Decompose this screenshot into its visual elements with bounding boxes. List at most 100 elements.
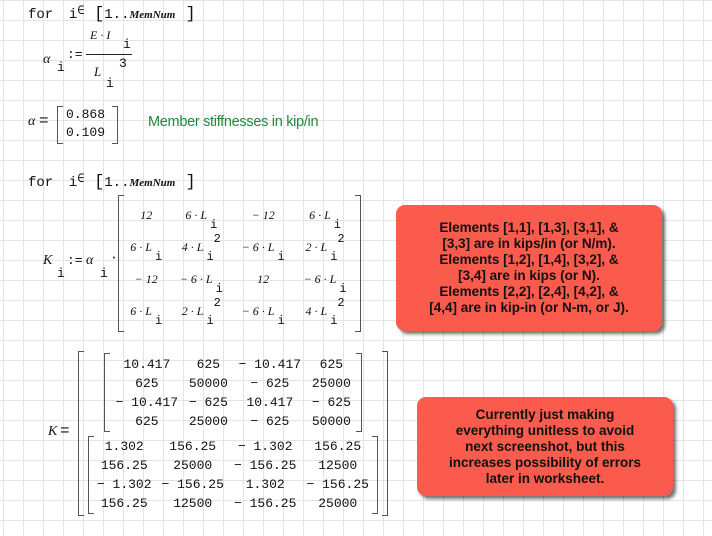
note-line: increases possibility of errors xyxy=(448,454,642,470)
cell-expression: 6 · L xyxy=(309,208,331,222)
matrix-cell: − 6 · Li xyxy=(294,263,356,296)
unitless-note[interactable]: Currently just making everything unitless… xyxy=(417,397,673,496)
k-nested-matrix: 10.417 625 − 10.417 625 625 50000 − 625 25000 − … xyxy=(78,351,388,516)
cell-expression: − 12 xyxy=(251,208,275,222)
cell-subscript: i xyxy=(330,250,338,264)
cell-expression: 2 · L xyxy=(305,240,328,254)
matrix-value: 156.25 xyxy=(169,439,217,454)
range-end: MemNum xyxy=(129,177,176,189)
matrix-row: 156.25 25000 − 156.25 12500 xyxy=(92,456,374,475)
k-symbol: K xyxy=(43,253,53,268)
for-keyword: for xyxy=(28,7,54,23)
note-line: Elements [2,2], [2,4], [4,2], & xyxy=(439,284,619,299)
note-line: later in worksheet. xyxy=(485,470,605,486)
matrix-value: 12500 xyxy=(173,496,213,511)
cell-expression: 2 · L xyxy=(181,304,204,318)
matrix-row: − 1.302 − 156.25 1.302 − 156.25 xyxy=(92,475,374,494)
cell-expression: − 12 xyxy=(134,272,158,286)
matrix-cell: 4 · Li 2 xyxy=(294,295,356,328)
cell-expression: 4 · L xyxy=(305,304,328,318)
cell-subscript: i xyxy=(206,314,214,328)
matrix-cell: 12 xyxy=(122,199,170,231)
numerator-subscript: i xyxy=(123,37,131,52)
matrix-value: − 156.25 xyxy=(161,477,224,492)
matrix-value: − 625 xyxy=(250,376,290,391)
cell-exponent: 2 xyxy=(337,296,345,310)
alpha-symbol: α xyxy=(86,253,94,268)
alpha-value: 0.109 xyxy=(66,125,106,140)
alpha-symbol: α xyxy=(43,52,51,67)
element-of-symbol: ∈ xyxy=(77,172,85,186)
cell-subscript: i xyxy=(154,314,163,328)
cell-subscript: i xyxy=(339,282,347,296)
cell-subscript: i xyxy=(154,250,163,264)
matrix-value: 25000 xyxy=(188,414,228,429)
cell-subscript: i xyxy=(330,314,338,328)
matrix-value: 25000 xyxy=(173,458,213,473)
comment-text: Member stiffnesses in kip/in xyxy=(148,114,319,130)
note-line: [3,4] are in kips (or N). xyxy=(458,268,600,283)
cell-expression: 6 · L xyxy=(130,304,152,318)
matrix-row: 156.25 12500 − 156.25 25000 xyxy=(92,494,374,513)
note-line: [4,4] are in kip-in (or N-m, or J). xyxy=(429,300,629,315)
equals-sign: = xyxy=(39,112,49,130)
matrix-cell: 6 · Li xyxy=(170,199,232,232)
matrix-value: − 156.25 xyxy=(233,458,297,473)
matrix-value: 50000 xyxy=(311,414,351,429)
alpha-subscript: i xyxy=(57,60,65,75)
matrix-value: 1.302 xyxy=(245,477,285,492)
cell-subscript: i xyxy=(210,218,218,232)
cell-subscript: i xyxy=(333,218,341,232)
cell-expression: 4 · L xyxy=(181,240,204,254)
matrix-value: 50000 xyxy=(188,376,228,391)
alpha-vector: 0.868 0.109 xyxy=(57,106,118,144)
cell-expression: 6 · L xyxy=(130,240,152,254)
for-keyword: for xyxy=(28,175,54,191)
matrix-value: − 625 xyxy=(250,414,290,429)
denominator-exponent: 3 xyxy=(119,56,127,71)
fraction-bar xyxy=(86,54,132,55)
cell-subscript: i xyxy=(277,250,285,264)
matrix-row: 625 25000 − 625 50000 xyxy=(110,412,356,431)
matrix-value: 156.25 xyxy=(100,458,148,473)
matrix-value: 25000 xyxy=(311,376,351,391)
range-start: 1.. xyxy=(104,7,130,23)
loop-variable: i xyxy=(68,7,78,23)
units-note[interactable]: Elements [1,1], [1,3], [3,1], & [3,3] are… xyxy=(396,205,662,331)
alpha-symbol: α xyxy=(28,114,36,129)
range-start: 1.. xyxy=(104,175,130,191)
assign-operator: := xyxy=(67,253,83,268)
cell-exponent: 2 xyxy=(337,232,345,246)
note-line: Elements [1,1], [1,3], [3,1], & xyxy=(439,220,619,235)
matrix-value: − 1.302 xyxy=(237,439,293,454)
cell-expression: − 6 · L xyxy=(241,304,275,318)
cell-expression: − 6 · L xyxy=(179,272,213,286)
k-matrix-member-1: 10.417 625 − 10.417 625 625 50000 − 625 25000 − … xyxy=(104,353,362,432)
matrix-cell: − 12 xyxy=(122,263,170,295)
note-line: everything unitless to avoid xyxy=(455,422,635,438)
matrix-value: 25000 xyxy=(318,496,358,511)
matrix-row: 12 6 · Li − 12 6 · Li xyxy=(122,199,356,232)
for-loop-header-2[interactable]: for i∈ [1..MemNum ] xyxy=(28,172,196,192)
matrix-value: − 10.417 xyxy=(115,395,179,410)
alpha-subscript: i xyxy=(100,266,108,281)
matrix-cell: − 6 · Li xyxy=(232,295,294,328)
matrix-row: − 12− 6 · Li 12− 6 · Li xyxy=(122,263,356,296)
note-line: Elements [1,2], [1,4], [3,2], & xyxy=(439,252,619,267)
matrix-row: 1.302 156.25 − 1.302 156.25 xyxy=(92,437,374,456)
matrix-cell: − 6 · Li xyxy=(170,263,232,296)
matrix-cell: 6 · Li xyxy=(122,295,170,328)
multiply-dot: · xyxy=(110,250,118,265)
matrix-value: − 10.417 xyxy=(238,357,302,372)
matrix-cell: 6 · Li xyxy=(122,231,170,264)
matrix-value: 12500 xyxy=(318,458,358,473)
matrix-row: 6 · Li 2 · Li2− 6 · Li 4 · Li2 xyxy=(122,295,356,328)
matrix-row: − 10.417 − 625 10.417 − 625 xyxy=(110,393,356,412)
note-line: next screenshot, but this xyxy=(465,438,625,454)
for-loop-header-1[interactable]: for i∈ [1..MemNum ] xyxy=(28,4,196,24)
matrix-value: − 1.302 xyxy=(96,477,152,492)
cell-expression: − 6 · L xyxy=(241,240,275,254)
matrix-cell: 12 xyxy=(232,263,294,295)
cell-exponent: 2 xyxy=(213,232,221,246)
equals-sign: = xyxy=(60,422,70,440)
